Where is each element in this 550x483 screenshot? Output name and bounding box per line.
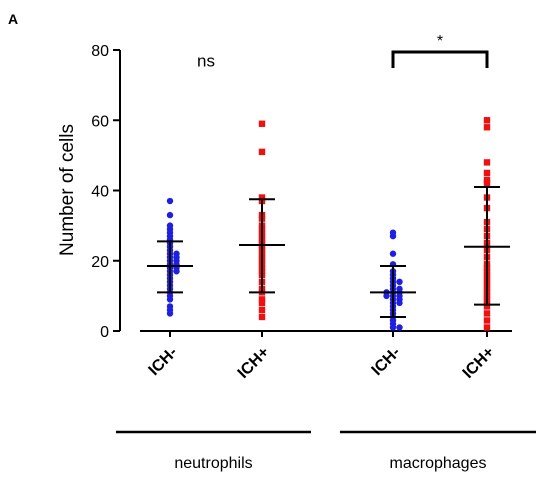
data-point: [483, 124, 491, 131]
group-label: neutrophils: [174, 455, 252, 472]
y-tick-label: 40: [91, 184, 109, 201]
data-point: [483, 176, 491, 184]
data-point: [483, 159, 491, 166]
data-point: [483, 310, 491, 317]
data-point: [389, 324, 397, 331]
y-tick-label: 20: [91, 254, 109, 271]
significance-bracket: [391, 50, 489, 68]
data-point: [166, 310, 174, 317]
data-point: [396, 324, 403, 331]
data-point: [258, 120, 266, 127]
y-axis-label: Number of cells: [57, 124, 78, 256]
data-point: [483, 169, 491, 177]
data-point: [396, 278, 403, 286]
group-label: macrophages: [390, 455, 487, 472]
significance-label: *: [437, 33, 443, 50]
data-point: [166, 197, 174, 205]
x-tick-label: ICH-: [146, 344, 181, 379]
data-point: [258, 313, 266, 321]
significance-label: ns: [197, 52, 215, 71]
data-point: [258, 299, 266, 307]
panel-label: A: [8, 11, 18, 27]
y-tick-label: 60: [91, 113, 109, 130]
x-tick-label: ICH+: [460, 344, 498, 382]
y-tick-label: 80: [91, 43, 109, 60]
plot-area: ns *: [147, 33, 510, 331]
data-point: [258, 306, 266, 314]
data-point: [483, 317, 491, 324]
data-point: [483, 180, 491, 187]
data-point: [258, 148, 266, 156]
data-point: [396, 299, 403, 307]
y-tick-label: 0: [100, 324, 109, 341]
data-point: [483, 324, 491, 331]
x-tick-label: ICH+: [235, 344, 273, 382]
data-point: [258, 296, 266, 303]
data-point: [173, 268, 180, 275]
data-point: [166, 211, 174, 219]
data-point: [389, 250, 397, 257]
axes: 0 20 40 60 80 ICH- ICH+ ICH- ICH+ neutrophils macr…: [91, 43, 536, 472]
data-point: [166, 296, 174, 303]
x-tick-label: ICH-: [369, 344, 404, 379]
data-point: [383, 292, 390, 300]
data-point: [483, 303, 491, 310]
data-point: [389, 232, 397, 240]
data-point: [483, 117, 491, 124]
data-point: [258, 194, 266, 201]
